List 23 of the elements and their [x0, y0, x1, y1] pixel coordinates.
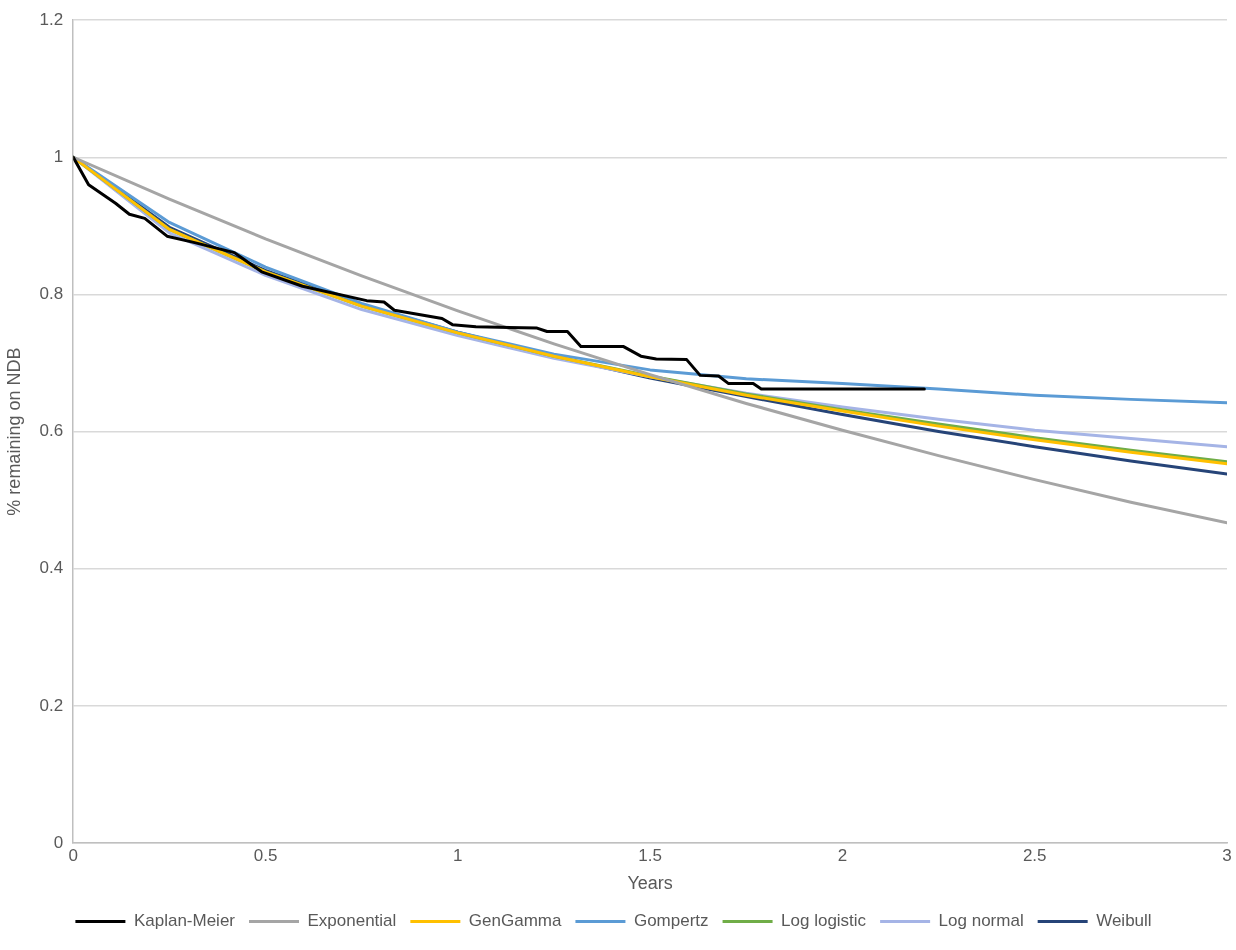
x-tick-label: 2 — [837, 845, 848, 865]
x-tick-label: 2.5 — [1022, 845, 1047, 865]
x-tick-label: 3 — [1222, 845, 1232, 865]
legend-label: Exponential — [307, 911, 397, 931]
x-tick-label: 0.5 — [253, 845, 278, 865]
legend-label: Log normal — [938, 911, 1024, 931]
y-tick-label: 0.6 — [39, 421, 64, 441]
y-tick-label: 0.8 — [39, 284, 64, 304]
x-tick-label: 0 — [68, 845, 78, 865]
y-tick-label: 0.4 — [39, 558, 64, 578]
legend-label: GenGamma — [468, 911, 562, 931]
legend-label: Log logistic — [781, 911, 867, 931]
legend-label: Gompertz — [633, 911, 709, 931]
y-tick-label: 1 — [53, 147, 64, 167]
x-tick-label: 1 — [453, 845, 463, 865]
y-tick-label: 0 — [53, 832, 64, 852]
x-tick-label: 1.5 — [638, 845, 662, 865]
legend-label: Weibull — [1096, 911, 1152, 931]
y-axis-title: % remaining on NDB — [3, 347, 24, 516]
legend-label: Kaplan-Meier — [133, 911, 236, 931]
y-tick-label: 1.2 — [39, 9, 64, 29]
x-axis-title: Years — [627, 873, 673, 894]
y-tick-label: 0.2 — [39, 695, 64, 715]
